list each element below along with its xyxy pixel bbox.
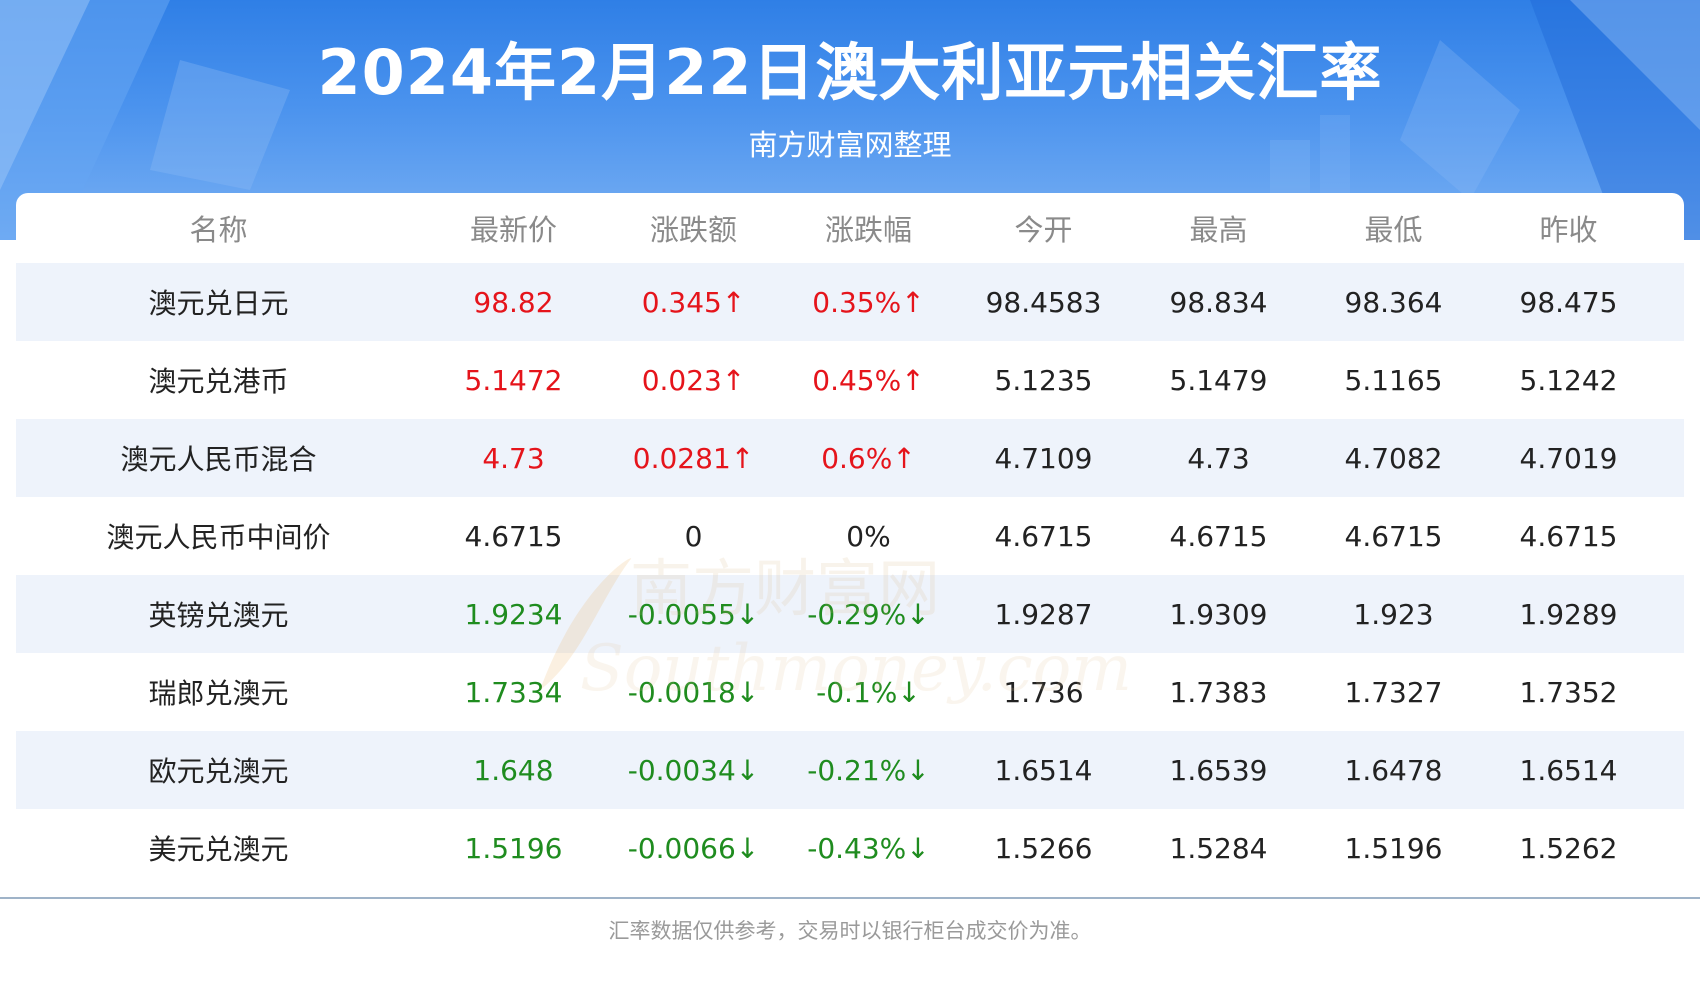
row-change: 0.0281↑ (632, 441, 755, 475)
table-row: 澳元人民币混合 4.73 0.0281↑ 0.6%↑ 4.7109 4.73 4.7082 4… (16, 419, 1684, 497)
column-header-change: 涨跌额 (649, 213, 737, 247)
rates-table: 名称 最新价 涨跌额 涨跌幅 今开 最高 最低 昨收 澳元兑日元 98.82 0.3… (16, 193, 1684, 898)
row-name: 澳元人民币混合 (120, 443, 317, 476)
table-row: 英镑兑澳元 1.9234 -0.0055↓ -0.29%↓ 1.9287 1.9309 1.… (16, 575, 1684, 653)
column-header-prev: 昨收 (1539, 213, 1598, 247)
page-subtitle: 南方财富网整理 (748, 128, 952, 162)
row-open: 1.6514 (994, 753, 1093, 787)
column-header-high: 最高 (1189, 213, 1248, 247)
row-name: 英镑兑澳元 (148, 599, 289, 632)
row-name: 美元兑澳元 (148, 833, 289, 866)
row-pct: -0.29%↓ (807, 597, 930, 631)
footer-note: 汇率数据仅供参考，交易时以银行柜台成交价为准。 (608, 919, 1092, 943)
row-open: 1.736 (1003, 675, 1084, 709)
column-header-low: 最低 (1364, 213, 1423, 247)
row-change: -0.0066↓ (627, 831, 760, 865)
row-high: 1.6539 (1169, 753, 1268, 787)
row-prev: 5.1242 (1519, 363, 1618, 397)
row-change: -0.0034↓ (627, 753, 760, 787)
row-low: 1.923 (1353, 597, 1434, 631)
table-row: 瑞郎兑澳元 1.7334 -0.0018↓ -0.1%↓ 1.736 1.7383 1.73… (16, 653, 1684, 731)
row-prev: 1.5262 (1519, 831, 1618, 865)
column-header-open: 今开 (1014, 213, 1073, 247)
row-name: 澳元人民币中间价 (106, 521, 331, 554)
row-low: 98.364 (1344, 285, 1443, 319)
row-change: -0.0018↓ (627, 675, 760, 709)
row-latest: 4.6715 (464, 519, 563, 553)
row-change: 0.345↑ (641, 285, 746, 319)
row-name: 欧元兑澳元 (148, 755, 289, 788)
row-prev: 1.9289 (1519, 597, 1618, 631)
row-pct: -0.43%↓ (807, 831, 930, 865)
row-prev: 4.7019 (1519, 441, 1618, 475)
row-latest: 98.82 (473, 285, 554, 319)
row-prev: 4.6715 (1519, 519, 1618, 553)
row-prev: 98.475 (1519, 285, 1618, 319)
row-low: 1.6478 (1344, 753, 1443, 787)
row-pct: 0% (846, 519, 891, 553)
row-open: 1.5266 (994, 831, 1093, 865)
row-high: 1.9309 (1169, 597, 1268, 631)
row-latest: 1.5196 (464, 831, 563, 865)
table-header-row: 名称 最新价 涨跌额 涨跌幅 今开 最高 最低 昨收 (16, 193, 1684, 263)
row-low: 1.5196 (1344, 831, 1443, 865)
column-header-name: 名称 (189, 213, 248, 247)
table-row: 欧元兑澳元 1.648 -0.0034↓ -0.21%↓ 1.6514 1.6539 1.6… (16, 731, 1684, 809)
row-change: 0 (684, 519, 703, 553)
row-pct: -0.1%↓ (816, 675, 921, 709)
page-title: 2024年2月22日澳大利亚元相关汇率 (317, 36, 1383, 109)
row-open: 98.4583 (985, 285, 1102, 319)
footer-divider (0, 897, 1700, 899)
row-latest: 1.9234 (464, 597, 563, 631)
row-pct: -0.21%↓ (807, 753, 930, 787)
row-high: 98.834 (1169, 285, 1268, 319)
table-row: 美元兑澳元 1.5196 -0.0066↓ -0.43%↓ 1.5266 1.5284 1.… (16, 809, 1684, 887)
table-row: 澳元兑港币 5.1472 0.023↑ 0.45%↑ 5.1235 5.1479 5.116… (16, 341, 1684, 419)
row-high: 4.6715 (1169, 519, 1268, 553)
row-latest: 1.7334 (464, 675, 563, 709)
row-open: 5.1235 (994, 363, 1093, 397)
row-high: 1.5284 (1169, 831, 1268, 865)
row-open: 1.9287 (994, 597, 1093, 631)
row-high: 5.1479 (1169, 363, 1268, 397)
row-latest: 5.1472 (464, 363, 563, 397)
column-header-pct: 涨跌幅 (824, 213, 912, 247)
column-header-latest: 最新价 (469, 213, 557, 247)
row-low: 4.7082 (1344, 441, 1443, 475)
table-row: 澳元兑日元 98.82 0.345↑ 0.35%↑ 98.4583 98.834 98.36… (16, 263, 1684, 341)
row-change: -0.0055↓ (627, 597, 760, 631)
row-pct: 0.45%↑ (812, 363, 925, 397)
row-high: 4.73 (1187, 441, 1250, 475)
row-low: 5.1165 (1344, 363, 1443, 397)
row-pct: 0.35%↑ (812, 285, 925, 319)
header-decoration (0, 0, 1700, 240)
row-low: 4.6715 (1344, 519, 1443, 553)
row-latest: 4.73 (482, 441, 545, 475)
row-low: 1.7327 (1344, 675, 1443, 709)
row-open: 4.6715 (994, 519, 1093, 553)
row-pct: 0.6%↑ (821, 441, 916, 475)
table-row: 澳元人民币中间价 4.6715 0 0% 4.6715 4.6715 4.6715 4.671… (16, 497, 1684, 575)
row-high: 1.7383 (1169, 675, 1268, 709)
row-name: 澳元兑港币 (148, 365, 289, 398)
row-prev: 1.7352 (1519, 675, 1618, 709)
row-name: 澳元兑日元 (148, 287, 289, 320)
row-change: 0.023↑ (641, 363, 746, 397)
row-latest: 1.648 (473, 753, 554, 787)
row-prev: 1.6514 (1519, 753, 1618, 787)
row-name: 瑞郎兑澳元 (148, 677, 289, 710)
row-open: 4.7109 (994, 441, 1093, 475)
